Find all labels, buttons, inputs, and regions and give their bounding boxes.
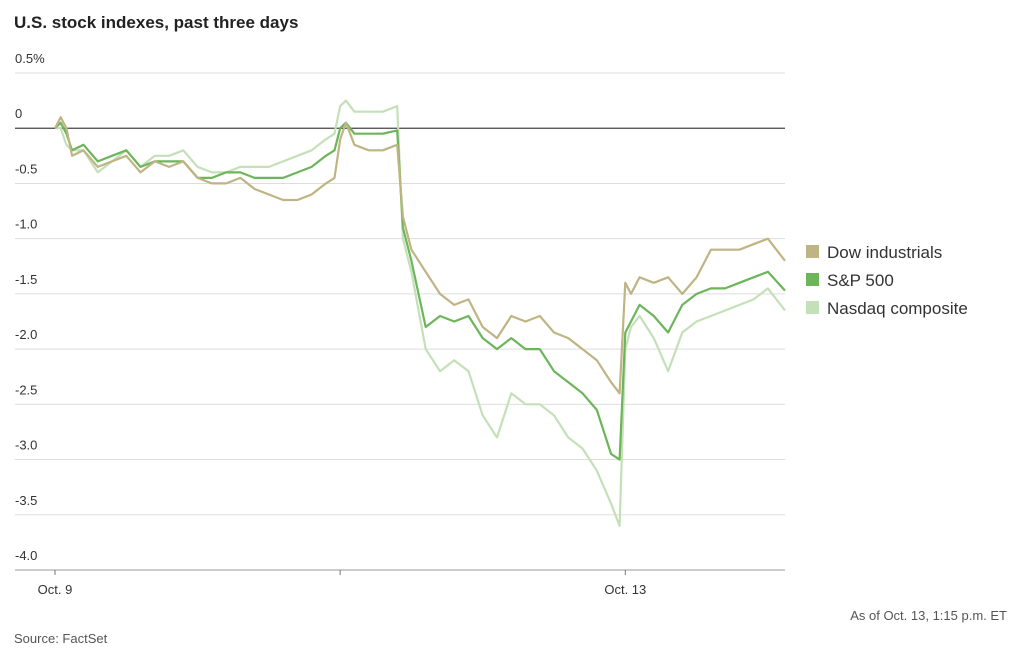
legend-swatch	[806, 245, 819, 258]
legend-swatch	[806, 273, 819, 286]
y-tick-label: -3.5	[15, 493, 37, 508]
x-tick-label: Oct. 9	[38, 582, 73, 597]
y-tick-label: -1.5	[15, 272, 37, 287]
x-tick-label: Oct. 13	[604, 582, 646, 597]
legend-item: Dow industrials	[806, 243, 942, 262]
y-tick-label: -4.0	[15, 548, 37, 563]
legend-item: S&P 500	[806, 271, 894, 290]
chart-title: U.S. stock indexes, past three days	[14, 13, 298, 32]
legend-label: Nasdaq composite	[827, 299, 968, 318]
source: Source: FactSet	[14, 631, 108, 646]
series-line	[55, 99, 786, 527]
y-tick-label: -2.5	[15, 382, 37, 397]
note: As of Oct. 13, 1:15 p.m. ET	[850, 608, 1007, 623]
series-line	[54, 116, 786, 395]
series-line	[54, 121, 786, 461]
y-tick-label: -2.0	[15, 327, 37, 342]
legend-item: Nasdaq composite	[806, 299, 968, 318]
legend-label: Dow industrials	[827, 243, 942, 262]
legend-swatch	[806, 301, 819, 314]
legend-label: S&P 500	[827, 271, 894, 290]
y-tick-label: 0.5%	[15, 51, 45, 66]
y-tick-label: -0.5	[15, 161, 37, 176]
y-tick-label: -1.0	[15, 217, 37, 232]
y-tick-label: -3.0	[15, 438, 37, 453]
y-tick-label: 0	[15, 106, 22, 121]
